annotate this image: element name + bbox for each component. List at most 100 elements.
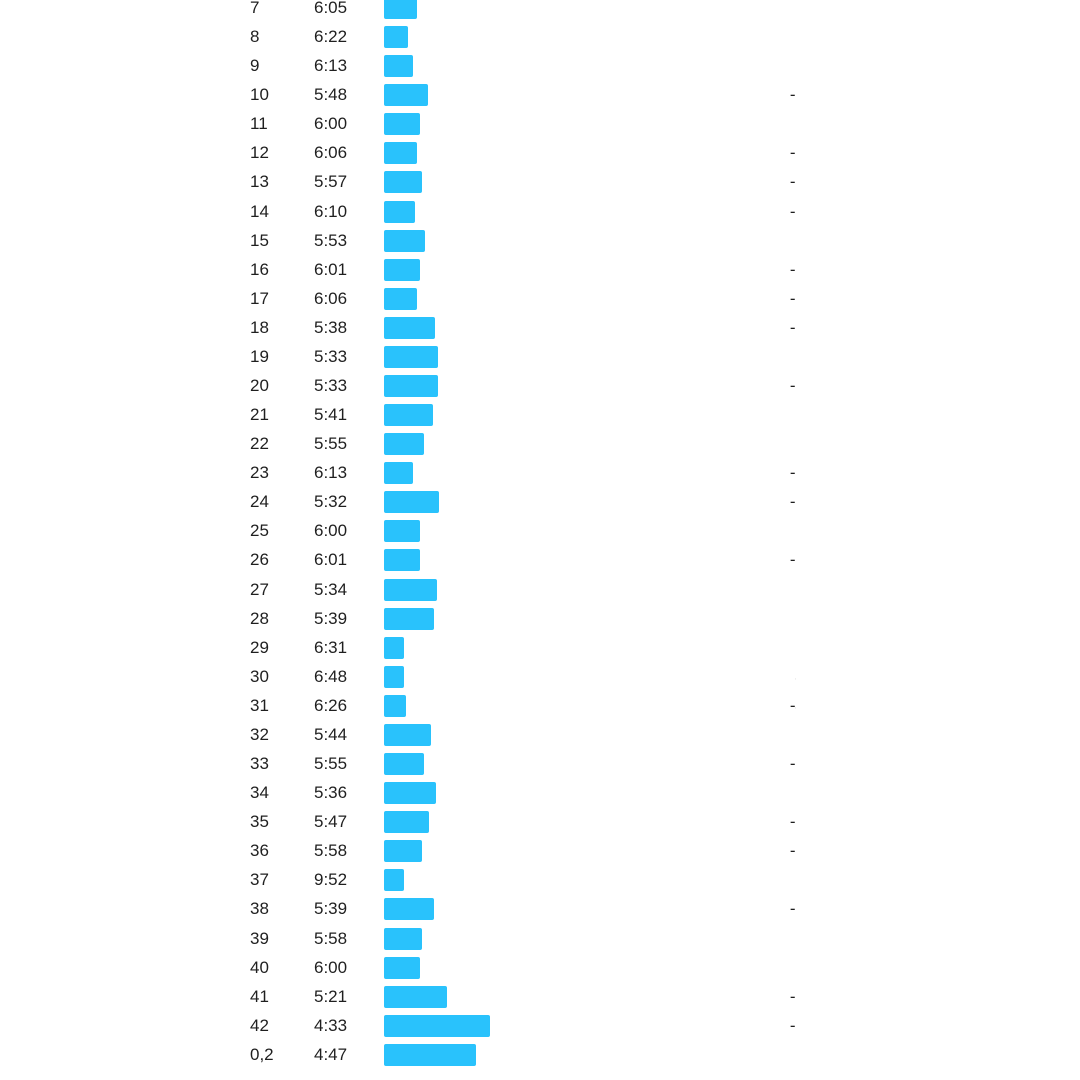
split-pace-value: 6:06	[314, 143, 348, 163]
split-pace-value: 6:01	[314, 259, 348, 279]
split-pace-bar	[384, 665, 404, 688]
split-km-label: 30	[250, 666, 269, 686]
split-pace-bar	[384, 26, 408, 49]
split-elevation-clip: -1	[740, 197, 796, 226]
split-pace-value: 6:01	[314, 550, 348, 570]
split-row: 19 5:33 2	[0, 342, 1080, 371]
split-pace-value: 5:33	[314, 346, 348, 366]
split-pace-bar	[384, 607, 434, 630]
split-elevation-clip: 1	[740, 51, 797, 80]
split-pace-bar	[384, 316, 435, 339]
split-row: 14 6:10 -1	[0, 197, 1080, 226]
split-pace-value: 6:00	[314, 114, 348, 134]
split-row: 22 5:55 0	[0, 429, 1080, 458]
split-elevation-clip: -2	[740, 749, 796, 778]
split-pace-bar	[384, 55, 413, 78]
split-elevation-clip: -0	[740, 138, 796, 167]
split-pace-bar	[384, 1043, 476, 1066]
split-km-label: 9	[250, 56, 260, 76]
split-pace-bar	[384, 287, 417, 310]
split-elevation-clip: -1	[740, 313, 796, 342]
split-elevation-value: -1	[789, 317, 796, 337]
split-pace-bar	[384, 142, 417, 165]
split-elevation-clip: 2	[740, 924, 797, 953]
split-km-label: 22	[250, 434, 269, 454]
split-elevation-value: -1	[789, 986, 796, 1006]
split-km-label: 33	[250, 754, 269, 774]
split-pace-value: 6:13	[314, 463, 348, 483]
split-elevation-value: -1	[789, 201, 796, 221]
split-elevation-clip: 2	[740, 342, 797, 371]
split-row: 26 6:01 -7	[0, 545, 1080, 574]
split-km-label: 19	[250, 346, 269, 366]
split-km-label: 25	[250, 521, 269, 541]
split-row: 15 5:53 5	[0, 226, 1080, 255]
split-km-label: 7	[250, 0, 260, 17]
split-km-label: 16	[250, 259, 269, 279]
split-elevation-clip: -5	[740, 167, 796, 196]
split-pace-value: 5:53	[314, 230, 348, 250]
split-pace-bar	[384, 956, 420, 979]
split-pace-bar	[384, 375, 438, 398]
split-pace-value: 5:38	[314, 317, 348, 337]
split-row: 10 5:48 -1	[0, 80, 1080, 109]
split-pace-value: 5:21	[314, 986, 348, 1006]
split-pace-value: 6:00	[314, 957, 348, 977]
split-row: 36 5:58 -1	[0, 836, 1080, 865]
split-pace-value: 5:32	[314, 492, 348, 512]
split-km-label: 29	[250, 637, 269, 657]
split-elevation-value: -4	[789, 695, 796, 715]
split-elevation-value: -0	[789, 143, 796, 163]
split-row: 41 5:21 -1	[0, 982, 1080, 1011]
split-elevation-clip: 8	[740, 22, 797, 51]
split-row: 38 5:39 -1	[0, 894, 1080, 923]
split-elevation-clip: 2	[740, 720, 797, 749]
split-pace-value: 6:13	[314, 56, 348, 76]
split-pace-bar	[384, 636, 404, 659]
split-elevation-clip: -0	[740, 255, 796, 284]
split-km-label: 42	[250, 1015, 269, 1035]
split-elevation-clip: -3	[740, 487, 796, 516]
split-pace-bar	[384, 84, 428, 107]
split-row: 31 6:26 -4	[0, 691, 1080, 720]
split-row: 30 6:48 4	[0, 662, 1080, 691]
split-pace-value: 5:41	[314, 405, 348, 425]
split-pace-bar	[384, 898, 434, 921]
split-elevation-clip: -9	[740, 1011, 796, 1040]
split-pace-bar	[384, 520, 420, 543]
split-km-label: 40	[250, 957, 269, 977]
split-elevation-value: -2	[789, 754, 796, 774]
split-pace-value: 5:55	[314, 434, 348, 454]
split-km-label: 26	[250, 550, 269, 570]
split-pace-value: 5:36	[314, 783, 348, 803]
split-pace-value: 5:58	[314, 841, 348, 861]
split-elevation-clip: -0	[740, 807, 796, 836]
split-km-label: 20	[250, 376, 269, 396]
split-elevation-value: -5	[789, 172, 796, 192]
split-row: 32 5:44 2	[0, 720, 1080, 749]
split-km-label: 27	[250, 579, 269, 599]
split-pace-value: 6:10	[314, 201, 348, 221]
split-row: 27 5:34 2	[0, 575, 1080, 604]
split-km-label: 0,2	[250, 1044, 274, 1064]
split-km-label: 18	[250, 317, 269, 337]
split-elevation-clip: 6	[740, 400, 797, 429]
split-elevation-clip: -1	[740, 80, 796, 109]
split-elevation-value: -2	[789, 376, 796, 396]
split-pace-bar	[384, 985, 447, 1008]
split-pace-bar	[384, 723, 431, 746]
split-elevation-value: -1	[789, 288, 796, 308]
split-km-label: 15	[250, 230, 269, 250]
split-elevation-clip: -1	[740, 836, 796, 865]
split-km-label: 17	[250, 288, 269, 308]
split-elevation-clip: -2	[740, 458, 796, 487]
split-row: 23 6:13 -2	[0, 458, 1080, 487]
split-row: 12 6:06 -0	[0, 138, 1080, 167]
split-elevation-value: -2	[789, 463, 796, 483]
split-pace-bar	[384, 549, 420, 572]
split-elevation-clip: -4	[740, 691, 796, 720]
split-pace-bar	[384, 171, 422, 194]
split-elevation-clip: 1	[740, 778, 797, 807]
split-elevation-clip: 0	[740, 633, 797, 662]
split-row: 13 5:57 -5	[0, 167, 1080, 196]
